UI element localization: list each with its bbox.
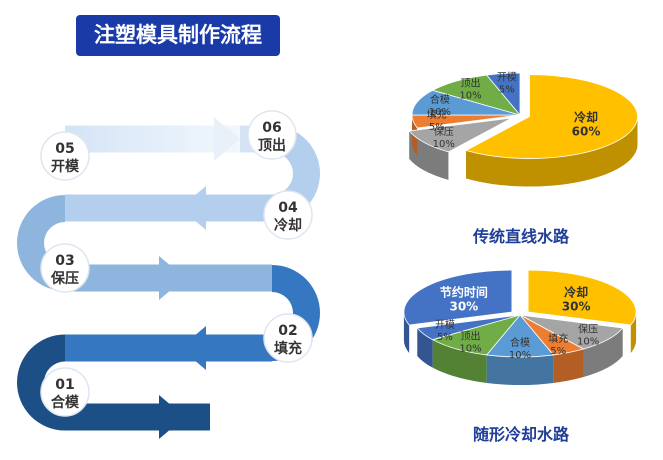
flow-arrow-5 [214, 117, 240, 161]
step-circle [263, 190, 313, 240]
pie-slice-name: 合模 [430, 93, 450, 106]
pie-slice-name: 填充 [548, 332, 568, 345]
pie-slice-value: 5% [429, 122, 445, 133]
pie-slice-side [403, 312, 410, 354]
pie-slice-value: 10% [509, 350, 531, 361]
step-number: 04 [278, 200, 298, 216]
step-label: 合模 [51, 394, 80, 411]
page-title: 注塑模具制作流程 [76, 15, 280, 56]
pie-slice-name: 开模 [497, 72, 517, 84]
step-circle [40, 243, 90, 293]
step-label: 顶出 [258, 137, 286, 154]
pie-slice [485, 72, 521, 117]
step-label: 填充 [274, 340, 302, 357]
pie-slice-side [432, 339, 487, 383]
pie-slice [416, 314, 521, 341]
pie-slice-value: 30% [449, 299, 478, 313]
step-number: 03 [55, 253, 74, 269]
pie-slice-value: 10% [577, 336, 599, 347]
flow-band-2 [65, 334, 272, 362]
step-label: 冷却 [274, 217, 302, 234]
chart-title-traditional: 传统直线水路 [472, 227, 569, 246]
pie-slice-value: 30% [562, 299, 591, 313]
pie-slice-value: 5% [550, 346, 566, 357]
step-circle [40, 131, 90, 181]
pie-slice-value: 10% [459, 90, 481, 101]
flow-arrow-1 [159, 395, 185, 439]
pie-slice [464, 74, 638, 159]
step-number: 02 [278, 323, 297, 339]
pie-slice-value: 5% [437, 332, 453, 343]
pie-slice-side [553, 348, 584, 383]
pie-slice-name: 冷却 [574, 110, 598, 125]
pie-slice-name: 保压 [434, 125, 454, 138]
flow-band-1 [65, 403, 210, 431]
pie-slice [408, 117, 513, 153]
pie-slice-name: 顶出 [460, 76, 480, 89]
pie-slice-side [466, 116, 638, 187]
flow-band-4 [65, 194, 272, 222]
step-circle [247, 110, 297, 160]
pie-slice-side [409, 130, 449, 180]
pie-slice-value: 60% [572, 125, 601, 139]
pie-slice-value: 10% [433, 139, 455, 150]
pie-slice-side [630, 312, 637, 354]
pie-slice-name: 填充 [427, 108, 447, 121]
step-circle [263, 313, 313, 363]
pie-slice-name: 顶出 [460, 330, 480, 343]
chart-title-conformal: 随形冷却水路 [472, 425, 569, 444]
step-label: 开模 [51, 158, 80, 175]
pie-slice-name: 开模 [435, 319, 455, 331]
flow-band-top [65, 125, 240, 153]
step-label: 保压 [50, 270, 79, 287]
pie-slice-value: 10% [429, 107, 451, 118]
flow-arrow-3 [159, 256, 185, 300]
pie-slice-name: 节约时间 [440, 284, 488, 299]
pie-slice-value: 5% [499, 85, 515, 96]
step-number: 01 [55, 377, 74, 393]
pie-slice-side [583, 327, 623, 377]
step-circle [40, 367, 90, 417]
pie-slice-name: 合模 [510, 336, 530, 349]
step-number: 06 [262, 120, 281, 136]
step-number: 05 [55, 141, 74, 157]
flow-arrow-2 [180, 326, 206, 370]
flow-arrow-4 [180, 186, 206, 230]
pie-slice-name: 保压 [578, 322, 598, 335]
pie-slice-name: 冷却 [564, 284, 588, 299]
pie-slice [403, 269, 513, 326]
pie-slice [527, 269, 637, 326]
pie-slice-value: 10% [459, 344, 481, 355]
pie-slice-side [486, 354, 554, 386]
